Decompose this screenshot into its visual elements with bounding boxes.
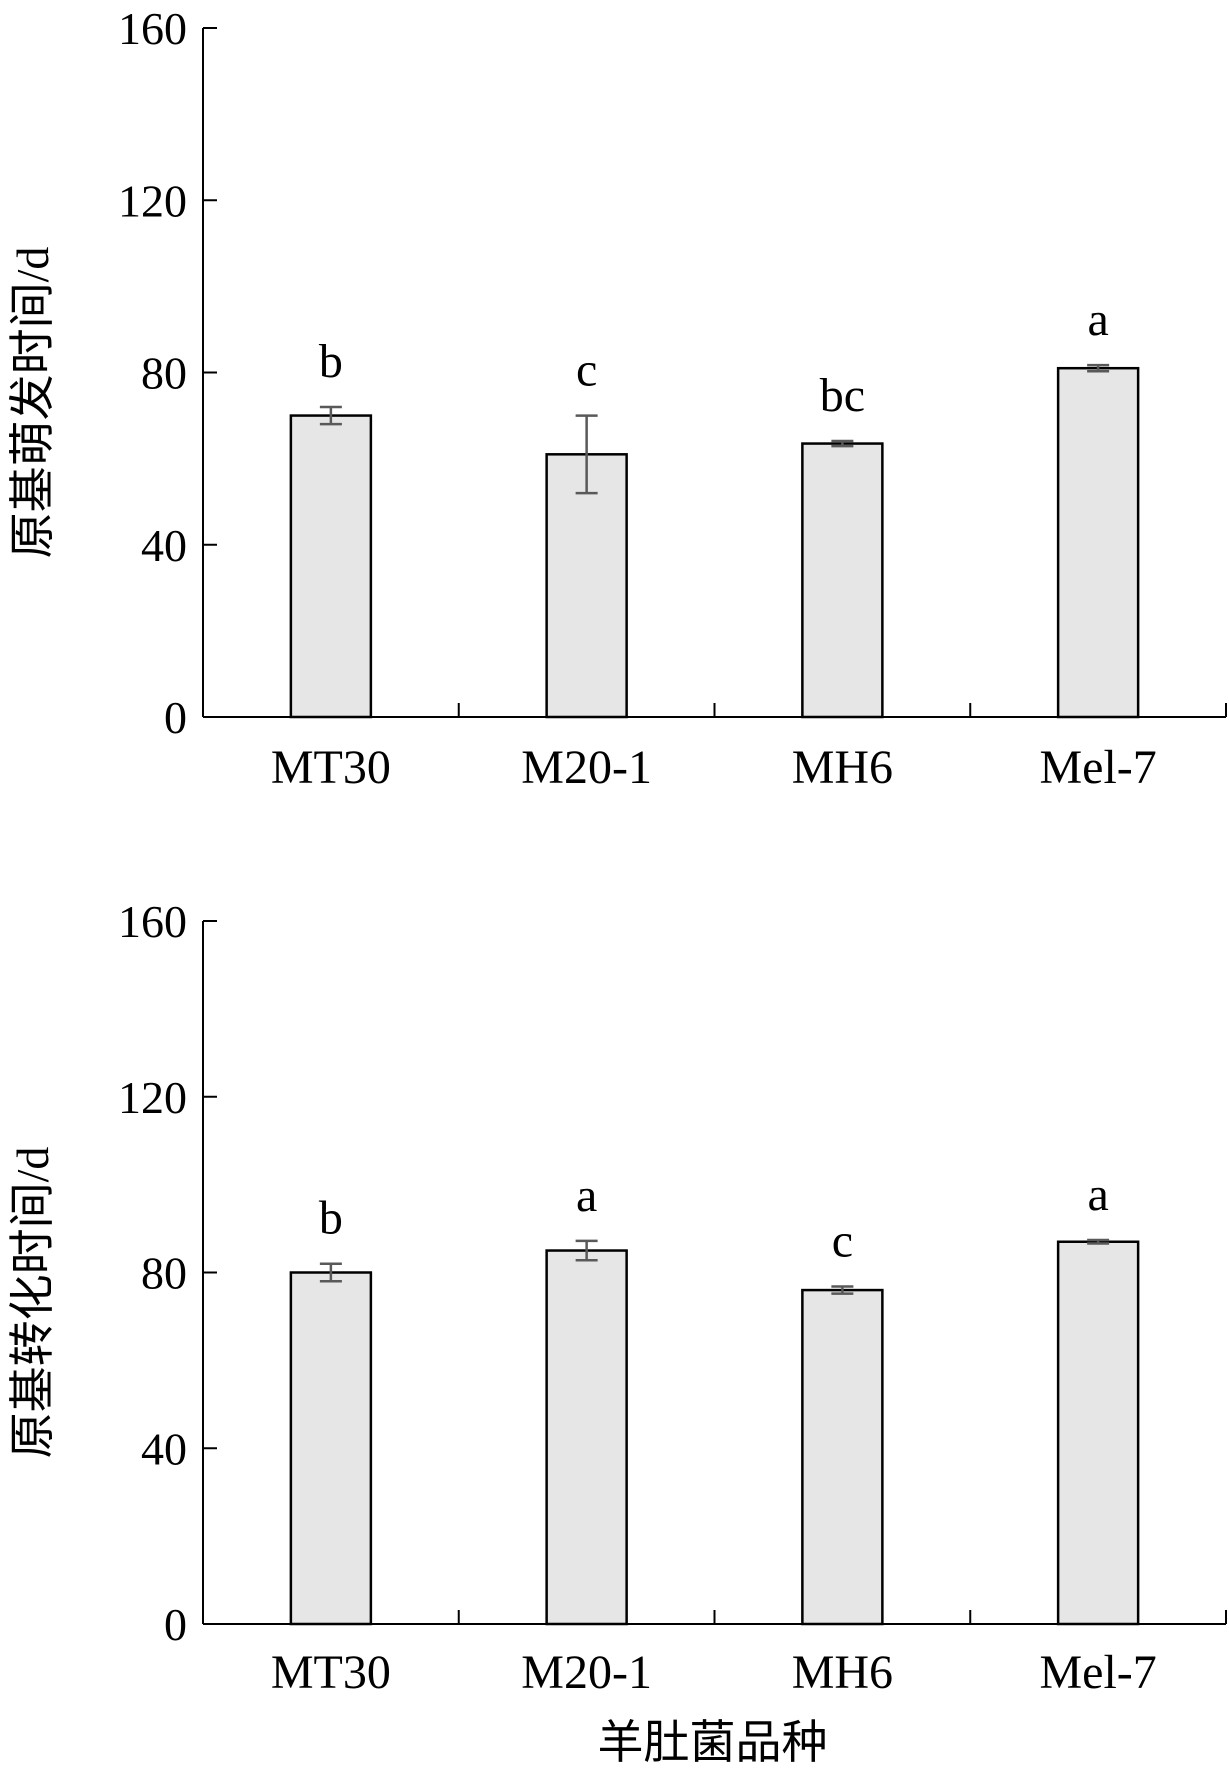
x-tick-label: MT30 — [271, 741, 391, 794]
y-tick-label: 160 — [118, 3, 187, 54]
y-tick-label: 0 — [164, 692, 187, 743]
significance-letter: b — [319, 335, 343, 388]
y-tick-label: 40 — [141, 520, 187, 571]
error-bar — [831, 1285, 854, 1295]
bar — [545, 453, 628, 719]
x-tick-label: MH6 — [792, 741, 893, 794]
significance-letter: a — [1087, 293, 1108, 346]
chart-panel-2: 0 40 80 120 160 b MT30 a M20-1 c MH6 a Mel-7 原基转化时间/d… — [7, 896, 1227, 1768]
significance-letter: c — [832, 1215, 853, 1268]
x-tick-label: M20-1 — [521, 741, 652, 794]
significance-letter: bc — [820, 369, 865, 422]
bar — [801, 442, 884, 719]
x-tick-label: MH6 — [792, 1646, 893, 1699]
x-tick-label: M20-1 — [521, 1646, 652, 1699]
error-bar — [319, 1262, 342, 1283]
y-tick-label: 40 — [141, 1423, 187, 1474]
y-tick-label: 0 — [164, 1599, 187, 1650]
bar — [1056, 366, 1140, 719]
error-bar — [575, 1239, 598, 1262]
significance-letter: c — [576, 344, 597, 397]
x-axis-label: 羊肚菌品种 — [598, 1717, 828, 1768]
chart-panel-1: 0 40 80 120 160 b MT30 c M20-1 bc MH6 a Mel-7 原基萌发时间/… — [7, 3, 1227, 794]
bar — [801, 1288, 884, 1626]
y-tick-label: 80 — [141, 1248, 187, 1299]
bar — [289, 1271, 373, 1626]
y-tick-label: 80 — [141, 348, 187, 399]
error-bar — [1087, 363, 1110, 373]
x-tick-label: Mel-7 — [1039, 741, 1156, 794]
x-tick-label: Mel-7 — [1039, 1646, 1156, 1699]
bar — [289, 414, 373, 719]
x-tick-label: MT30 — [271, 1646, 391, 1699]
y-axis-label: 原基转化时间/d — [7, 1147, 58, 1459]
error-bar — [575, 414, 598, 495]
error-bar — [319, 405, 342, 426]
bar — [545, 1249, 628, 1626]
y-tick-label: 120 — [118, 175, 187, 226]
bar — [1056, 1240, 1140, 1626]
error-bar — [831, 439, 854, 448]
significance-letter: b — [319, 1192, 343, 1245]
significance-letter: a — [1087, 1168, 1108, 1221]
y-axis-label: 原基萌发时间/d — [7, 247, 58, 559]
y-tick-label: 120 — [118, 1072, 187, 1123]
error-bar — [1087, 1238, 1110, 1245]
significance-letter: a — [576, 1169, 597, 1222]
y-tick-label: 160 — [118, 896, 187, 947]
